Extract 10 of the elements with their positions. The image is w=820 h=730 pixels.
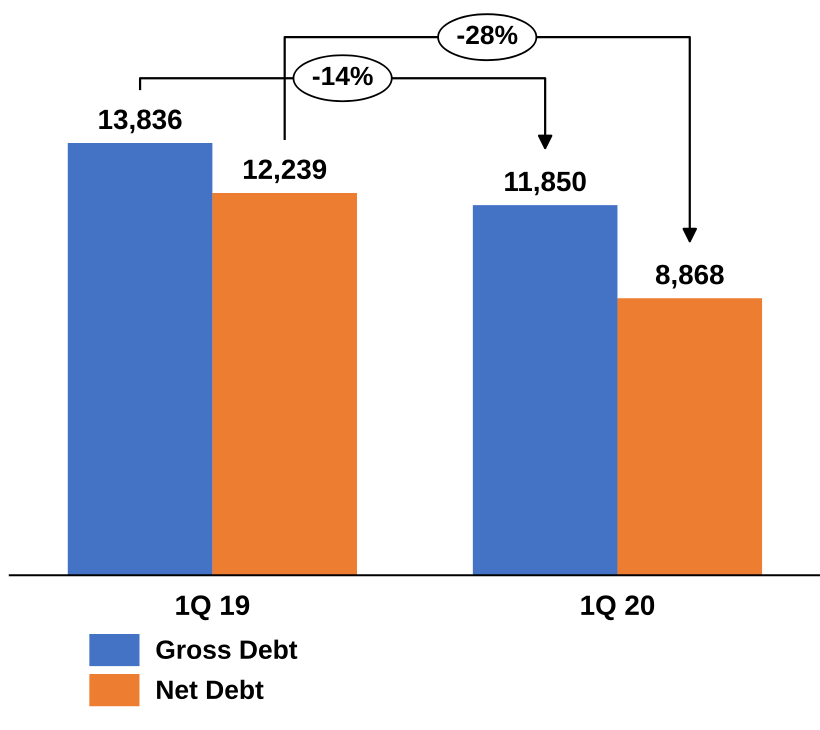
x-tick-label: 1Q 19 bbox=[176, 595, 250, 620]
data-label: 8,868 bbox=[656, 264, 724, 288]
text: -14% bbox=[312, 66, 373, 86]
text: -28% bbox=[457, 26, 518, 44]
data-label: 11,850 bbox=[505, 172, 586, 196]
data-label: 13,836 bbox=[99, 110, 182, 134]
legend-label: Gross Debt bbox=[156, 640, 298, 660]
data-label: 12,239 bbox=[244, 159, 326, 184]
x-tick-label: 1Q 20 bbox=[581, 595, 654, 620]
legend-label: Net Debt bbox=[157, 680, 264, 700]
